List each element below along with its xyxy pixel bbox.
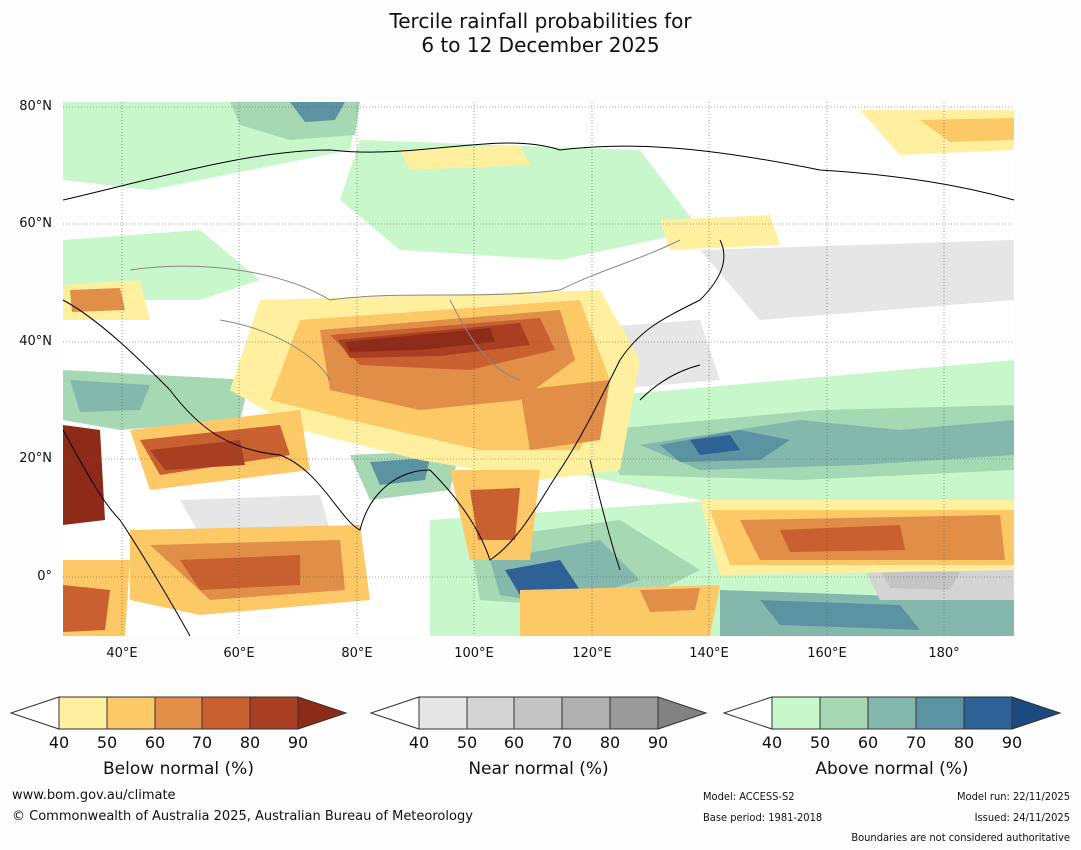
lon-label: 100°E xyxy=(454,646,494,661)
colorbar-below-min-arrow xyxy=(9,696,60,730)
colorbar-above-segment xyxy=(771,696,821,730)
colorbar-above-segment xyxy=(915,696,965,730)
colorbar-above-tick: 60 xyxy=(857,733,879,752)
colorbar-above-max-arrow xyxy=(1011,696,1062,730)
colorbar-below-segment xyxy=(154,696,203,730)
lat-label: 40°N xyxy=(19,334,52,349)
lon-label: 60°E xyxy=(223,646,255,661)
colorbar-below-tick: 60 xyxy=(144,733,166,752)
colorbar-below-segment xyxy=(249,696,299,730)
colorbar-near xyxy=(369,696,708,730)
colorbar-near-tick: 50 xyxy=(456,733,478,752)
model-text: Model: ACCESS-S2 xyxy=(703,790,795,803)
colorbar-near-segment xyxy=(609,696,659,730)
colorbar-above-min-arrow xyxy=(722,696,773,730)
colorbar-near-segment xyxy=(466,696,515,730)
colorbar-near-tick: 90 xyxy=(647,733,669,752)
website-link[interactable]: www.bom.gov.au/climate xyxy=(12,788,176,803)
model-run-text: Model run: 22/11/2025 xyxy=(957,790,1070,803)
colorbar-below-tick: 50 xyxy=(96,733,118,752)
below-normal-region xyxy=(640,588,700,612)
near-normal-region xyxy=(180,495,330,535)
colorbar-near-tick: 60 xyxy=(503,733,525,752)
colorbar-near-max-arrow xyxy=(657,696,708,730)
colorbar-near-segment xyxy=(561,696,611,730)
above-normal-region xyxy=(690,435,740,455)
colorbar-near-label: Near normal (%) xyxy=(468,759,609,779)
below-normal-region xyxy=(345,328,495,352)
lat-label: 20°N xyxy=(19,451,52,466)
copyright-text: © Commonwealth of Australia 2025, Austra… xyxy=(12,809,473,824)
below-normal-region xyxy=(63,585,110,632)
colorbar-below xyxy=(9,696,348,730)
below-normal-region xyxy=(150,440,245,470)
lat-label: 80°N xyxy=(19,99,52,114)
graticule xyxy=(63,102,1014,636)
colorbar-above xyxy=(722,696,1062,730)
below-normal-region xyxy=(920,118,1014,142)
colorbar-near-tick: 80 xyxy=(599,733,621,752)
above-normal-region xyxy=(505,560,580,595)
colorbar-below-label: Below normal (%) xyxy=(103,759,254,779)
colorbar-below-tick: 80 xyxy=(239,733,261,752)
disclaimer-text: Boundaries are not considered authoritat… xyxy=(851,831,1070,844)
lat-label: 60°N xyxy=(19,216,52,231)
probability-shading xyxy=(63,102,1014,636)
lon-label: 180° xyxy=(928,646,960,661)
colorbar-below-segment xyxy=(106,696,156,730)
below-normal-region xyxy=(63,425,105,525)
lat-label: 0° xyxy=(37,569,52,584)
map-title-line-1: Tercile rainfall probabilities for xyxy=(389,9,692,33)
lon-label: 80°E xyxy=(341,646,373,661)
colorbar-below-max-arrow xyxy=(297,696,348,730)
above-normal-region xyxy=(70,380,150,412)
issued-text: Issued: 24/11/2025 xyxy=(974,811,1070,824)
near-normal-region xyxy=(700,240,1014,320)
colorbar-below-segment xyxy=(201,696,251,730)
near-normal-region xyxy=(880,570,960,590)
base-period-text: Base period: 1981-2018 xyxy=(703,811,823,824)
below-normal-region xyxy=(70,288,125,312)
colorbar-above-tick: 70 xyxy=(905,733,927,752)
colorbar-below-tick: 40 xyxy=(48,733,70,752)
coastlines xyxy=(63,142,1014,636)
colorbar-above-tick: 50 xyxy=(809,733,831,752)
map-title-line-2: 6 to 12 December 2025 xyxy=(421,33,660,57)
lon-label: 120°E xyxy=(572,646,612,661)
colorbar-above-tick: 40 xyxy=(761,733,783,752)
below-normal-region xyxy=(180,555,300,590)
colorbar-above-segment xyxy=(819,696,869,730)
colorbar-above-tick: 90 xyxy=(1001,733,1023,752)
colorbar-near-min-arrow xyxy=(369,696,420,730)
colorbar-below-tick: 70 xyxy=(191,733,213,752)
lon-label: 40°E xyxy=(106,646,138,661)
colorbar-above-segment xyxy=(963,696,1013,730)
colorbar-near-tick: 70 xyxy=(551,733,573,752)
below-normal-region xyxy=(400,145,530,170)
below-normal-region xyxy=(780,525,905,552)
colorbar-above-segment xyxy=(867,696,917,730)
colorbar-above-label: Above normal (%) xyxy=(815,759,969,779)
below-normal-region xyxy=(470,488,520,540)
colorbar-below-segment xyxy=(58,696,108,730)
colorbar-near-tick: 40 xyxy=(408,733,430,752)
rainfall-probability-map xyxy=(63,102,1014,636)
above-normal-region xyxy=(370,458,430,485)
colorbar-near-segment xyxy=(418,696,468,730)
colorbar-above-tick: 80 xyxy=(953,733,975,752)
below-normal-region xyxy=(520,380,610,450)
above-normal-region xyxy=(760,600,920,630)
colorbar-near-segment xyxy=(513,696,563,730)
lon-label: 160°E xyxy=(807,646,847,661)
above-normal-region xyxy=(340,140,700,260)
lon-label: 140°E xyxy=(689,646,729,661)
colorbar-below-tick: 90 xyxy=(287,733,309,752)
